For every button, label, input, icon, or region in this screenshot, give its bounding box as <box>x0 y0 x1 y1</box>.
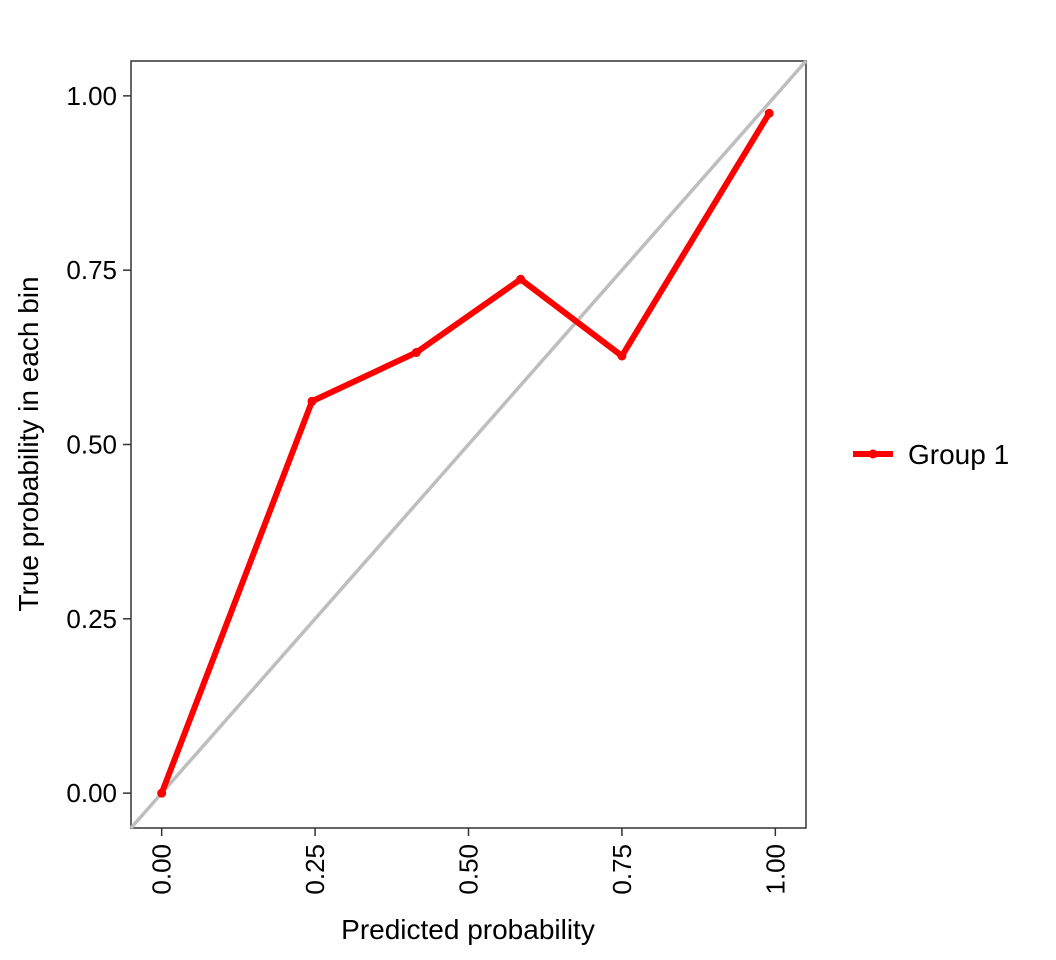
legend-label-group-1: Group 1 <box>908 439 1009 470</box>
data-point <box>617 351 627 361</box>
data-point <box>764 108 774 118</box>
series-line-1 <box>158 110 773 797</box>
data-point <box>157 788 167 798</box>
y-axis: 0.00 0.25 0.50 0.75 1.00 <box>66 81 131 808</box>
reference-line-layer <box>129 59 808 830</box>
data-point <box>516 274 526 284</box>
data-point <box>411 347 421 357</box>
data-point <box>307 396 317 406</box>
x-tick-label: 1.00 <box>760 844 790 895</box>
legend-key-point <box>868 449 878 459</box>
x-tick-label: 0.00 <box>147 844 177 895</box>
reference-diagonal-line <box>129 59 808 830</box>
y-tick-label: 0.25 <box>66 604 117 634</box>
y-tick-label: 0.00 <box>66 778 117 808</box>
y-tick-label: 0.75 <box>66 255 117 285</box>
y-axis-title: True probability in each bin <box>13 276 44 611</box>
y-tick-label: 1.00 <box>66 81 117 111</box>
y-tick-label: 0.50 <box>66 430 117 460</box>
x-tick-label: 0.75 <box>607 844 637 895</box>
x-tick-label: 0.25 <box>300 844 330 895</box>
x-axis-title: Predicted probability <box>341 914 595 945</box>
legend: Group 1 <box>853 439 1009 470</box>
x-tick-label: 0.50 <box>454 844 484 895</box>
series-layer <box>157 108 774 798</box>
x-axis: 0.00 0.25 0.50 0.75 1.00 <box>147 828 790 895</box>
